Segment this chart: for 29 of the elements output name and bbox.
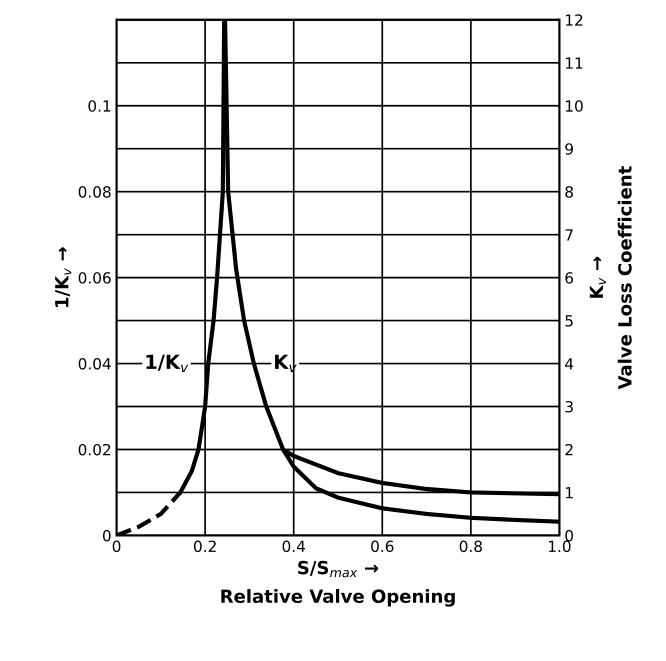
y2-tick-label: 10 <box>566 100 583 112</box>
y2-tick-label: 0 <box>565 530 574 542</box>
y-tick-label: 0.02 <box>78 444 110 456</box>
x-tick-label: 0.4 <box>282 540 305 552</box>
y2-axis-title: K$_{v}$ → Valve Loss Coefficient <box>590 166 632 390</box>
y-tick-label: 0.1 <box>88 100 110 112</box>
y2-tick-label: 7 <box>566 229 573 240</box>
y-tick-label: 0.06 <box>78 272 111 284</box>
y-tick-label: 0.08 <box>78 186 111 198</box>
x-tick-label: 1.0 <box>548 540 571 552</box>
x-tick-label: 0.6 <box>371 540 394 552</box>
x-tick-label: 0.8 <box>460 540 482 552</box>
y2-tick-label: 6 <box>565 272 574 284</box>
y2-tick-label: 8 <box>565 186 573 198</box>
y2-tick-label: 5 <box>565 315 573 327</box>
y-tick-label: 0 <box>102 530 111 542</box>
y2-tick-label: 4 <box>565 358 574 370</box>
y2-tick-label: 9 <box>565 143 573 155</box>
y-tick-label: 0.04 <box>78 358 111 370</box>
x-tick-label: 0.2 <box>194 540 216 552</box>
series-label: 1/K$_{v}$ <box>146 354 188 372</box>
y2-tick-label: 2 <box>565 444 572 456</box>
y-axis-title: 1/K$_{v}$ → <box>55 247 72 307</box>
x-tick-label: 0 <box>112 540 120 552</box>
y2-tick-label: 1 <box>566 487 573 498</box>
y2-tick-label: 3 <box>565 400 573 413</box>
y2-tick-label: 12 <box>566 14 582 26</box>
y2-tick-label: 11 <box>566 57 582 69</box>
x-axis-title: S/S$_{max}$ → Relative Valve Opening <box>221 560 455 607</box>
